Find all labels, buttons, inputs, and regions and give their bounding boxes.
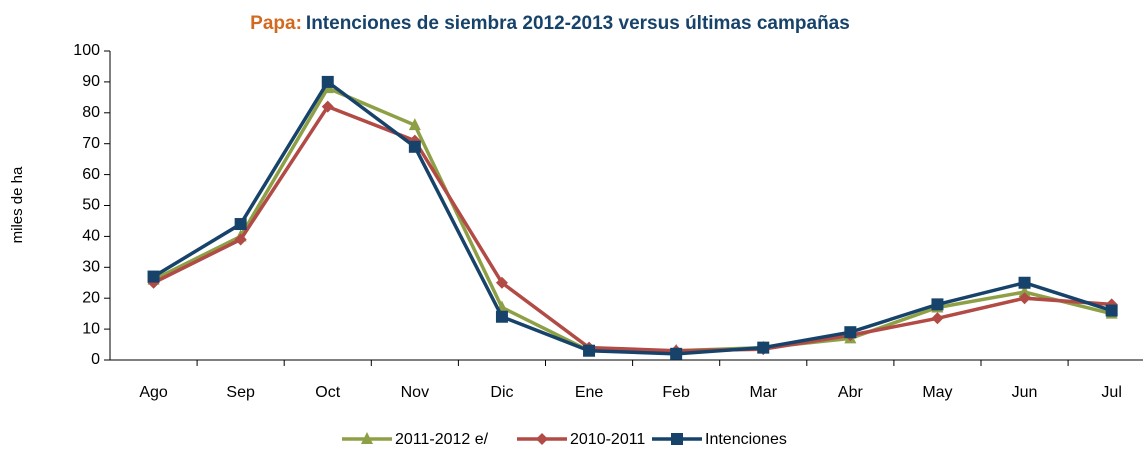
- x-tick-label: Abr: [838, 384, 864, 401]
- y-tick-label: 90: [82, 73, 100, 90]
- y-tick-label: 100: [73, 42, 100, 59]
- x-tick-label: Oct: [315, 384, 340, 401]
- marker: [147, 270, 160, 283]
- x-tick-label: Jul: [1101, 384, 1121, 401]
- series-line: [152, 79, 1113, 356]
- legend-marker: [361, 432, 373, 444]
- marker: [1018, 276, 1031, 289]
- legend-item: Intenciones: [652, 431, 787, 448]
- title-text: Intenciones de siembra 2012-2013 versus …: [306, 13, 850, 34]
- marker: [408, 140, 421, 153]
- y-tick-label: 60: [82, 166, 100, 183]
- marker: [931, 298, 944, 311]
- marker: [234, 233, 247, 246]
- marker: [670, 347, 683, 360]
- legend-marker: [671, 433, 683, 445]
- marker: [234, 218, 247, 231]
- x-tick-label: Sep: [226, 384, 255, 401]
- x-tick-label: May: [922, 384, 952, 401]
- title-prefix: Papa:: [250, 13, 302, 34]
- marker: [1105, 304, 1118, 317]
- marker: [321, 100, 334, 113]
- y-tick-label: 0: [91, 351, 100, 368]
- marker: [1018, 292, 1031, 305]
- y-tick-label: 40: [82, 228, 100, 245]
- legend-label: 2011-2012 e/: [395, 431, 489, 448]
- x-tick-label: Mar: [749, 384, 777, 401]
- legend-label: Intenciones: [705, 431, 787, 448]
- legend-item: 2011-2012 e/: [342, 431, 489, 448]
- y-tick-label: 10: [82, 320, 100, 337]
- chart-title: Papa: Intenciones de siembra 2012-2013 ve…: [250, 13, 850, 34]
- marker: [757, 341, 770, 354]
- y-axis-label: miles de ha: [9, 166, 26, 243]
- x-tick-label: Ago: [139, 384, 168, 401]
- legend-item: 2010-2011: [517, 431, 645, 448]
- marker: [931, 312, 944, 325]
- x-tick-label: Dic: [490, 384, 513, 401]
- marker: [583, 344, 596, 357]
- y-tick-label: 20: [82, 289, 100, 306]
- marker: [408, 118, 421, 131]
- x-tick-label: Nov: [401, 384, 429, 401]
- y-tick-label: 30: [82, 259, 100, 276]
- series-line: [152, 104, 1112, 353]
- legend-marker: [536, 433, 548, 445]
- y-tick-label: 70: [82, 135, 100, 152]
- x-tick-label: Ene: [575, 384, 604, 401]
- marker: [844, 326, 857, 339]
- x-tick-label: Jun: [1012, 384, 1038, 401]
- marker: [495, 310, 508, 323]
- x-tick-label: Feb: [662, 384, 690, 401]
- legend-label: 2010-2011: [570, 431, 645, 448]
- marker: [495, 276, 508, 289]
- y-tick-label: 80: [82, 104, 100, 121]
- y-tick-label: 50: [82, 197, 100, 214]
- marker: [321, 75, 334, 88]
- marker: [1018, 285, 1031, 298]
